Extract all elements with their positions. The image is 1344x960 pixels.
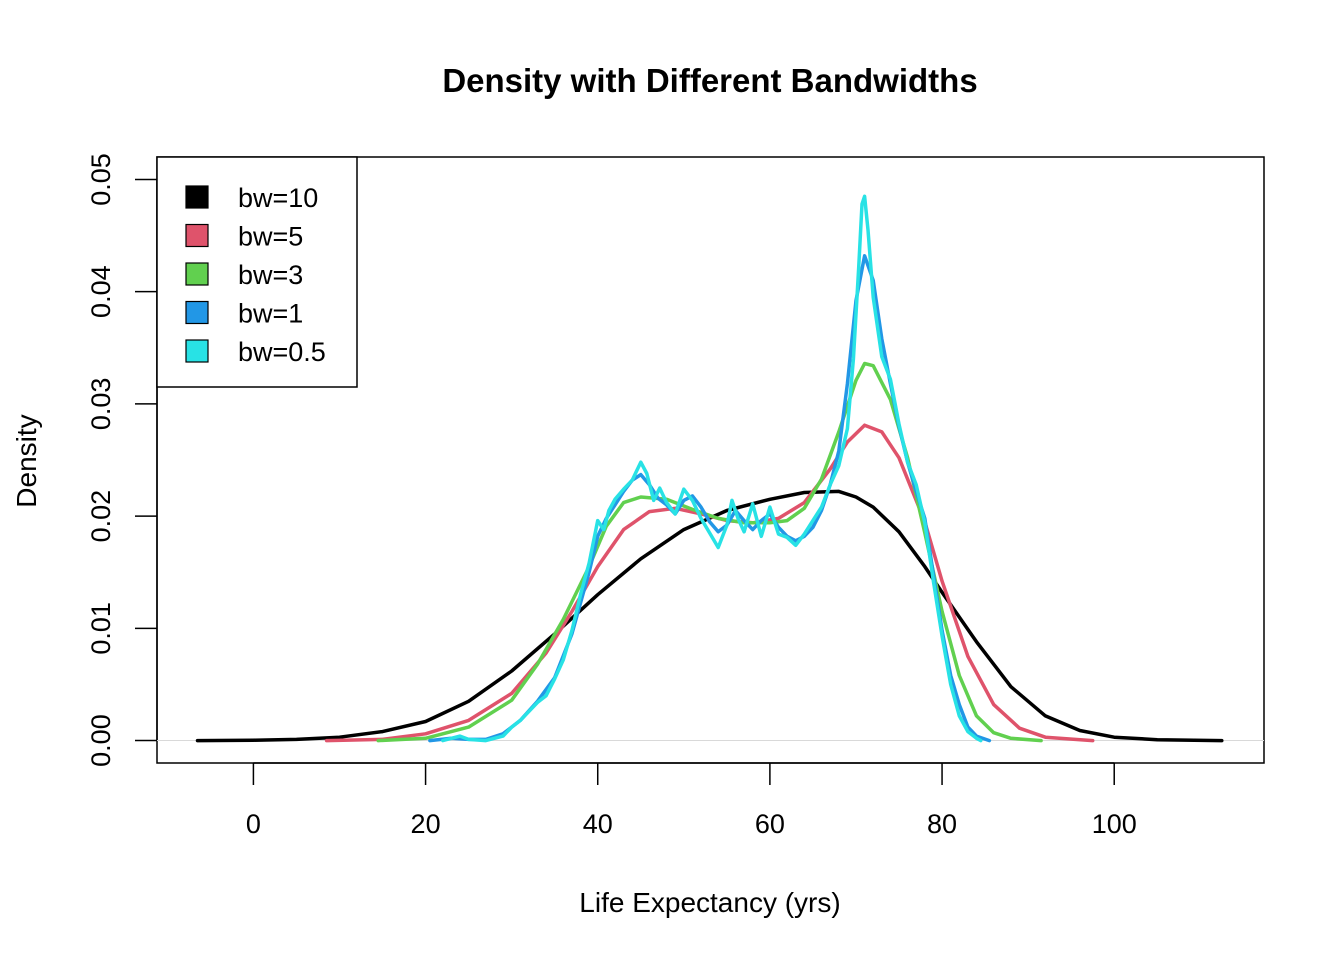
legend-swatch [185, 262, 209, 286]
y-tick-label: 0.01 [86, 602, 116, 655]
legend-swatch [185, 223, 209, 248]
chart-title: Density with Different Bandwidths [442, 62, 977, 99]
y-tick-label: 0.05 [86, 153, 116, 206]
x-tick-label: 80 [927, 809, 957, 839]
legend-label: bw=0.5 [238, 337, 326, 367]
x-axis-label: Life Expectancy (yrs) [579, 887, 840, 918]
series-line-2 [324, 423, 1095, 743]
x-tick-label: 100 [1092, 809, 1137, 839]
x-tick-label: 20 [411, 809, 441, 839]
y-axis: 0.00 0.01 0.02 0.03 0.04 0.05 [86, 153, 158, 767]
x-axis: 0 20 40 60 80 100 [246, 762, 1137, 839]
y-tick-label: 0.04 [86, 265, 116, 318]
y-tick-label: 0.02 [86, 490, 116, 543]
x-tick-label: 40 [583, 809, 613, 839]
y-axis-label: Density [11, 414, 42, 507]
legend-swatch [185, 185, 209, 209]
series-line-3 [376, 361, 1043, 743]
legend-label: bw=10 [238, 183, 318, 213]
y-tick-label: 0.00 [86, 714, 116, 767]
legend-swatch [185, 339, 209, 363]
legend: bw=10 bw=5 bw=3 bw=1 bw=0.5 [156, 156, 358, 388]
series-lines [195, 194, 1224, 743]
x-tick-label: 60 [755, 809, 785, 839]
legend-label: bw=3 [238, 260, 303, 290]
series-line-1 [195, 489, 1224, 743]
legend-swatch [185, 300, 209, 325]
legend-label: bw=1 [238, 299, 303, 329]
series-line-5 [441, 194, 983, 743]
x-tick-label: 0 [246, 809, 261, 839]
legend-label: bw=5 [238, 222, 303, 252]
y-tick-label: 0.03 [86, 378, 116, 431]
